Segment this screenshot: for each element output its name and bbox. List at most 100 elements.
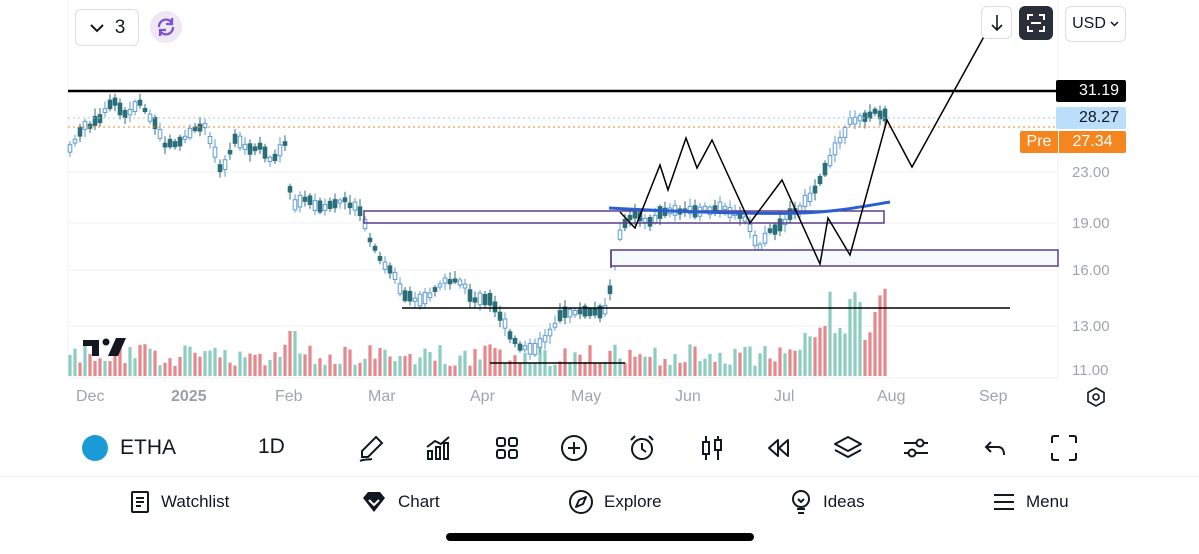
refresh-button[interactable] xyxy=(150,11,182,43)
nav-menu[interactable]: Menu xyxy=(992,484,1069,520)
volume-bar xyxy=(303,354,307,376)
interval-selector[interactable]: 3 xyxy=(75,9,139,46)
volume-bar xyxy=(768,358,772,376)
volume-bar xyxy=(73,348,77,376)
volume-bar xyxy=(253,354,257,376)
chart-icon xyxy=(363,492,385,512)
candle xyxy=(377,251,383,265)
volume-bar xyxy=(458,355,462,376)
volume-bar xyxy=(158,365,162,376)
candle xyxy=(587,307,593,320)
add-button[interactable] xyxy=(554,426,594,470)
candle xyxy=(692,199,698,220)
undo-button[interactable] xyxy=(975,426,1015,470)
volume-bar xyxy=(348,349,352,376)
nav-explore[interactable]: Explore xyxy=(568,484,662,520)
indicators-button[interactable] xyxy=(418,426,458,470)
volume-bar xyxy=(373,358,377,376)
candle xyxy=(282,135,288,151)
volume-bar xyxy=(108,361,112,376)
candle xyxy=(322,198,328,216)
price-tick: 13.00 xyxy=(1072,318,1110,335)
candle xyxy=(137,93,143,109)
volume-bar xyxy=(693,346,697,376)
refresh-icon xyxy=(157,18,175,36)
candle xyxy=(842,124,848,145)
candle xyxy=(492,295,498,318)
volume-bar xyxy=(283,344,287,376)
volume-bar xyxy=(873,311,877,376)
symbol-selector[interactable]: ETHA xyxy=(82,432,176,464)
candle xyxy=(337,197,343,209)
watchlist-icon xyxy=(131,491,149,513)
price-chart[interactable] xyxy=(0,0,1199,420)
candle xyxy=(132,99,138,116)
nav-chart-label: Chart xyxy=(398,492,440,511)
candle xyxy=(457,277,463,289)
volume-bar xyxy=(773,361,777,376)
volume-bar xyxy=(78,362,82,376)
candle xyxy=(447,272,453,290)
volume-bar xyxy=(688,344,692,376)
candle xyxy=(427,287,433,302)
volume-bar xyxy=(633,356,637,376)
volume-bar xyxy=(683,362,687,376)
volume-bar xyxy=(363,358,367,376)
chart-settings-button[interactable] xyxy=(1084,385,1108,409)
volume-bar xyxy=(133,358,137,376)
volume-bar xyxy=(483,345,487,376)
volume-bar xyxy=(668,364,672,376)
time-label: May xyxy=(571,388,602,405)
volume-bar xyxy=(163,362,167,376)
templates-icon xyxy=(496,437,518,459)
fullscreen-button[interactable] xyxy=(1044,426,1084,470)
volume-bar xyxy=(353,364,357,376)
volume-bar xyxy=(513,355,517,376)
nav-ideas[interactable]: Ideas xyxy=(789,484,865,520)
chevron-down-icon xyxy=(1110,21,1119,27)
volume-bar xyxy=(703,358,707,376)
candle xyxy=(852,110,858,129)
auto-scale-button[interactable] xyxy=(1019,6,1053,40)
scroll-to-latest-button[interactable] xyxy=(981,6,1012,39)
volume-bar xyxy=(628,349,632,376)
candle xyxy=(112,93,118,112)
volume-bar xyxy=(598,363,602,376)
nav-watchlist[interactable]: Watchlist xyxy=(129,484,229,520)
bar-style-button[interactable] xyxy=(692,426,732,470)
currency-selector[interactable]: USD xyxy=(1065,6,1126,42)
volume-bar xyxy=(378,348,382,376)
volume-bar xyxy=(713,361,717,376)
menu-icon xyxy=(994,494,1014,510)
volume-bar xyxy=(248,353,252,376)
nav-chart[interactable]: Chart xyxy=(360,484,440,520)
candle xyxy=(317,197,323,215)
templates-button[interactable] xyxy=(487,426,527,470)
volume-bar xyxy=(738,352,742,376)
replay-button[interactable] xyxy=(758,426,798,470)
volume-bar xyxy=(708,354,712,376)
layers-button[interactable] xyxy=(828,426,868,470)
volume-bar xyxy=(643,356,647,376)
alert-button[interactable] xyxy=(622,426,662,470)
volume-bar xyxy=(258,353,262,376)
candle xyxy=(372,243,378,254)
candle xyxy=(607,279,613,301)
volume-bar xyxy=(313,364,317,376)
volume-bar xyxy=(783,353,787,376)
drawing-tools-button[interactable] xyxy=(351,426,391,470)
undo-icon xyxy=(984,441,1005,456)
volume-bar xyxy=(558,361,562,376)
volume-bar xyxy=(468,365,472,376)
candle xyxy=(217,159,223,178)
volume-bar xyxy=(98,358,102,376)
volume-bar xyxy=(828,291,832,376)
candle xyxy=(267,155,273,167)
volume-bar xyxy=(443,363,447,376)
volume-bar xyxy=(383,349,387,376)
candle xyxy=(287,183,293,200)
timeframe-selector[interactable]: 1D xyxy=(258,435,285,458)
settings-button[interactable] xyxy=(896,426,936,470)
volume-bar xyxy=(868,332,872,376)
candle xyxy=(802,188,808,214)
